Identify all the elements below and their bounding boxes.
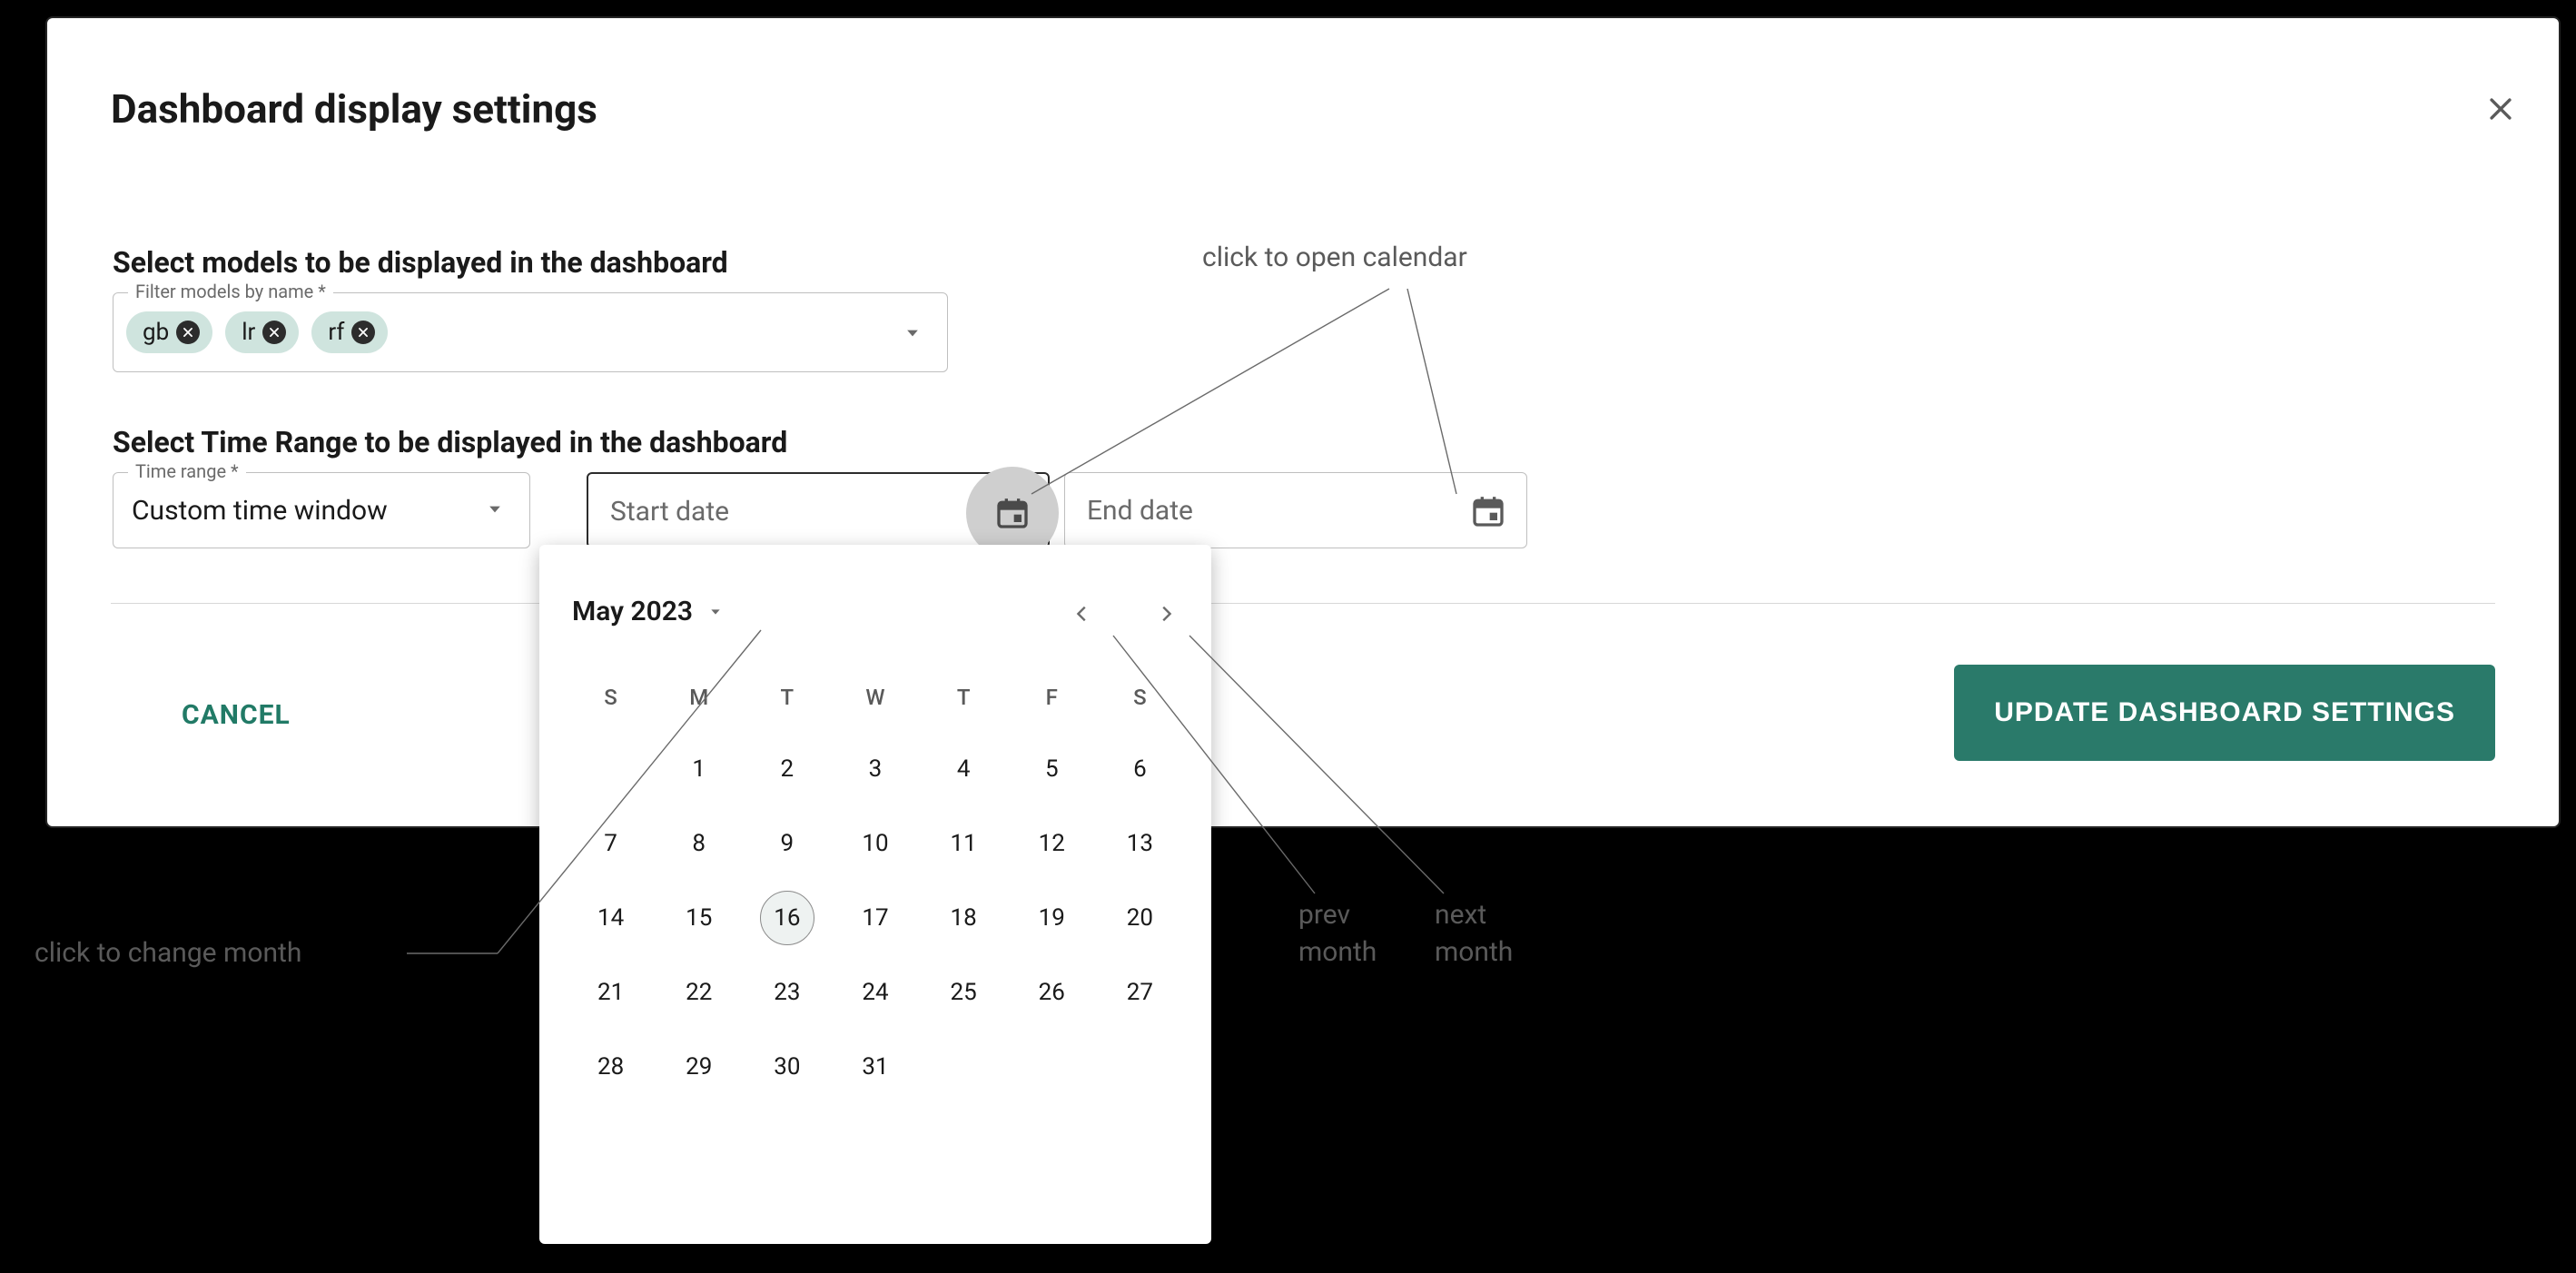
calendar-day[interactable]: 1 (655, 732, 743, 806)
timerange-field[interactable]: Time range * Custom time window (113, 472, 530, 548)
calendar-day[interactable]: 21 (567, 955, 655, 1030)
close-icon (357, 326, 370, 339)
calendar-empty-cell (1096, 1030, 1184, 1104)
calendar-day[interactable]: 25 (920, 955, 1008, 1030)
calendar-day[interactable]: 23 (743, 955, 831, 1030)
calendar-day[interactable]: 22 (655, 955, 743, 1030)
annotation-open-calendar: click to open calendar (1202, 240, 1467, 277)
timerange-dropdown-toggle[interactable] (482, 500, 508, 522)
models-dropdown-toggle[interactable] (900, 324, 925, 346)
model-chip: rf (311, 311, 388, 353)
calendar-dow: T (920, 672, 1008, 732)
calendar-day[interactable]: 30 (743, 1030, 831, 1104)
calendar-day[interactable]: 29 (655, 1030, 743, 1104)
calendar-day[interactable]: 20 (1096, 881, 1184, 955)
calendar-day[interactable]: 10 (831, 806, 919, 881)
calendar-icon (994, 495, 1031, 531)
models-heading: Select models to be displayed in the das… (113, 245, 728, 280)
calendar-dow: M (655, 672, 743, 732)
calendar-day[interactable]: 17 (831, 881, 919, 955)
calendar-day[interactable]: 14 (567, 881, 655, 955)
calendar-day[interactable]: 2 (743, 732, 831, 806)
calendar-day[interactable]: 9 (743, 806, 831, 881)
update-dashboard-button[interactable]: UPDATE DASHBOARD SETTINGS (1954, 665, 2495, 761)
calendar-day[interactable]: 15 (655, 881, 743, 955)
annotation-next-month: next month (1435, 897, 1513, 971)
model-chip-remove[interactable] (262, 321, 286, 344)
calendar-day[interactable]: 12 (1008, 806, 1096, 881)
annotation-change-month: click to change month (35, 935, 301, 972)
chevron-left-icon (1072, 601, 1092, 627)
calendar-dow: S (1096, 672, 1184, 732)
calendar-popup: May 2023 SMTWTFS123456789101112131415161… (539, 545, 1211, 1244)
calendar-day[interactable]: 3 (831, 732, 919, 806)
chevron-down-icon (482, 500, 508, 518)
calendar-day[interactable]: 4 (920, 732, 1008, 806)
calendar-prev-month[interactable] (1064, 596, 1100, 632)
calendar-day[interactable]: 7 (567, 806, 655, 881)
annotation-prev-month: prev month (1298, 897, 1377, 971)
calendar-month-label: May 2023 (572, 596, 693, 627)
dialog-divider (111, 603, 2495, 604)
end-date-placeholder: End date (1087, 495, 1193, 527)
close-icon (182, 326, 194, 339)
calendar-day[interactable]: 27 (1096, 955, 1184, 1030)
timerange-heading: Select Time Range to be displayed in the… (113, 425, 787, 459)
calendar-day[interactable]: 24 (831, 955, 919, 1030)
model-chip-remove[interactable] (351, 321, 375, 344)
calendar-empty-cell (1008, 1030, 1096, 1104)
end-date-calendar-button[interactable] (1445, 468, 1532, 555)
chevron-down-icon (706, 605, 725, 619)
start-date-placeholder: Start date (610, 496, 729, 528)
calendar-day[interactable]: 28 (567, 1030, 655, 1104)
timerange-value: Custom time window (132, 495, 388, 527)
calendar-empty-cell (567, 732, 655, 806)
start-date-input[interactable]: Start date (587, 472, 1050, 548)
dialog-title: Dashboard display settings (111, 85, 597, 133)
model-chip: lr (225, 311, 299, 353)
chevron-down-icon (900, 324, 925, 342)
cancel-button[interactable]: CANCEL (182, 699, 291, 731)
settings-dialog: Dashboard display settings Select models… (45, 16, 2561, 828)
calendar-day[interactable]: 31 (831, 1030, 919, 1104)
model-chip-remove[interactable] (176, 321, 200, 344)
calendar-day[interactable]: 5 (1008, 732, 1096, 806)
calendar-dow: W (831, 672, 919, 732)
models-filter-label: Filter models by name * (128, 281, 333, 302)
calendar-day[interactable]: 13 (1096, 806, 1184, 881)
calendar-icon (1470, 493, 1506, 529)
calendar-next-month[interactable] (1148, 596, 1184, 632)
calendar-day[interactable]: 16 (743, 881, 831, 955)
end-date-input[interactable]: End date (1064, 472, 1527, 548)
model-chip-label: rf (328, 319, 344, 346)
calendar-day[interactable]: 11 (920, 806, 1008, 881)
close-icon (2485, 94, 2516, 124)
calendar-day[interactable]: 19 (1008, 881, 1096, 955)
calendar-empty-cell (920, 1030, 1008, 1104)
close-button[interactable] (2479, 87, 2522, 131)
calendar-day[interactable]: 8 (655, 806, 743, 881)
calendar-day[interactable]: 26 (1008, 955, 1096, 1030)
model-chip-label: lr (242, 319, 255, 346)
chevron-right-icon (1156, 601, 1176, 627)
model-chip: gb (126, 311, 212, 353)
calendar-month-selector[interactable]: May 2023 (572, 596, 725, 627)
models-filter-field[interactable]: Filter models by name * gblrrf (113, 292, 948, 372)
close-icon (268, 326, 281, 339)
calendar-dow: F (1008, 672, 1096, 732)
timerange-label: Time range * (128, 460, 246, 482)
model-chip-label: gb (143, 319, 169, 346)
calendar-dow: T (743, 672, 831, 732)
calendar-dow: S (567, 672, 655, 732)
calendar-day[interactable]: 18 (920, 881, 1008, 955)
calendar-day[interactable]: 6 (1096, 732, 1184, 806)
